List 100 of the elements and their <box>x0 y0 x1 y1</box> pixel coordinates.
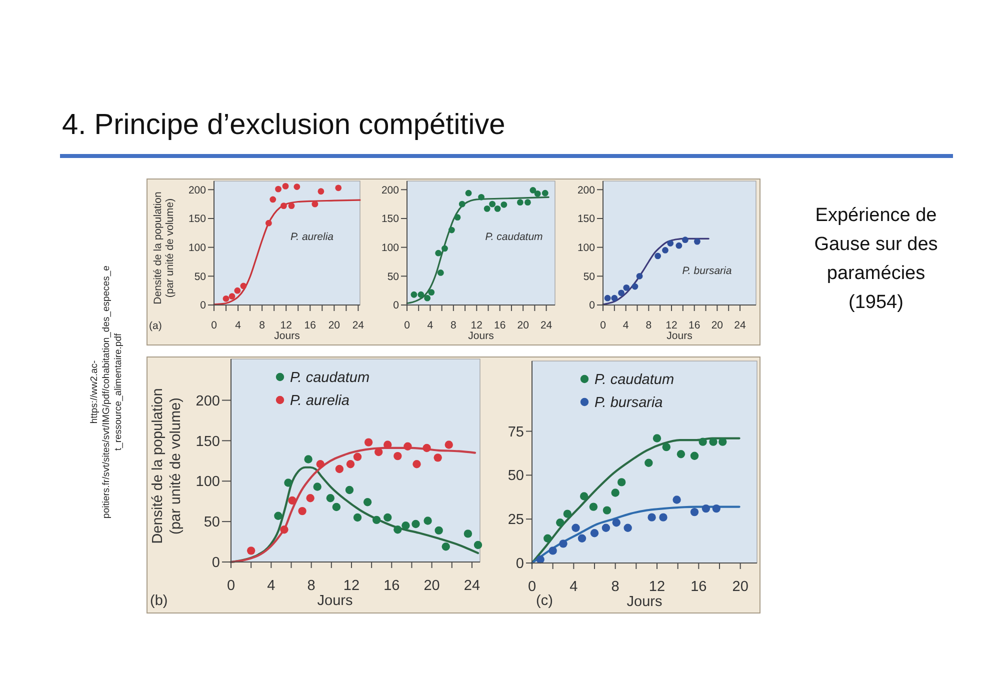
y-tick-label: 200 <box>381 184 400 196</box>
y-tick-label: 50 <box>387 270 400 283</box>
x-tick-label: 24 <box>464 578 480 594</box>
x-tick-label: 16 <box>304 320 316 332</box>
point <box>270 196 276 203</box>
point <box>690 508 699 516</box>
point <box>702 504 710 513</box>
y-tick-label: 0 <box>200 300 206 312</box>
x-tick-label: 12 <box>343 578 360 594</box>
point <box>623 284 630 291</box>
y-axis-title: Densité de la population (par unité de volume) <box>150 388 184 544</box>
x-tick-label: 20 <box>711 320 724 332</box>
y-tick-label: 0 <box>516 556 524 572</box>
point <box>524 199 531 206</box>
y-tick-label: 200 <box>577 184 596 196</box>
point <box>288 202 295 209</box>
point <box>648 513 656 522</box>
point <box>418 291 424 298</box>
point <box>602 524 610 532</box>
point <box>604 294 611 302</box>
point <box>372 516 381 524</box>
point <box>280 202 287 209</box>
point <box>709 438 718 446</box>
y-tick-label: 75 <box>508 424 524 440</box>
legend-label: P. caudatum <box>594 372 674 388</box>
point <box>304 455 312 464</box>
point <box>544 534 552 543</box>
point <box>572 524 580 532</box>
y-tick-label: 0 <box>393 300 400 312</box>
point <box>659 513 668 522</box>
point <box>612 518 620 527</box>
x-axis-title: Jours <box>666 330 692 342</box>
point <box>326 494 334 502</box>
x-tick-label: 8 <box>450 320 457 332</box>
x-tick-label: 0 <box>404 320 410 332</box>
y-tick-label: 150 <box>577 213 596 226</box>
point <box>374 448 383 456</box>
text: 4. Principe d’exclusion compétitive <box>62 109 506 141</box>
point <box>424 294 431 302</box>
text: (c) <box>536 593 553 609</box>
legend-label: P. caudatum <box>290 370 370 386</box>
point <box>222 295 230 302</box>
point <box>345 486 354 494</box>
point <box>494 205 501 212</box>
point <box>384 513 392 522</box>
point <box>434 454 442 462</box>
y-tick-label: 150 <box>196 434 220 450</box>
point <box>611 294 618 302</box>
point <box>672 496 681 504</box>
x-tick-label: 4 <box>427 320 434 332</box>
point <box>676 242 682 249</box>
point <box>402 522 410 530</box>
point <box>712 504 720 513</box>
point <box>313 482 322 491</box>
point <box>652 434 662 442</box>
x-axis-title: Jours <box>468 330 494 342</box>
x-tick-label: 20 <box>424 578 440 594</box>
legend-label: P. aurelia <box>290 393 350 410</box>
point <box>442 542 450 551</box>
point <box>636 272 643 280</box>
x-tick-label: 20 <box>732 579 748 595</box>
point <box>718 438 727 446</box>
point <box>275 186 282 192</box>
point <box>548 546 557 555</box>
x-tick-label: 4 <box>622 320 629 332</box>
y-tick-label: 150 <box>188 213 206 226</box>
y-tick-label: 0 <box>212 555 220 572</box>
point <box>422 444 431 452</box>
point <box>690 452 699 460</box>
point <box>234 287 241 294</box>
point <box>412 520 420 528</box>
y-tick-label: 50 <box>204 514 220 531</box>
point <box>694 238 700 245</box>
point <box>274 512 282 520</box>
legend-label: P. bursaria <box>594 395 663 412</box>
annotation: P. aurelia <box>290 231 334 243</box>
point <box>412 460 421 468</box>
x-tick-label: 4 <box>235 320 242 332</box>
point <box>394 526 402 534</box>
point <box>530 187 536 194</box>
point <box>516 199 524 206</box>
point <box>624 524 632 532</box>
point <box>602 506 612 514</box>
x-tick-label: 16 <box>384 578 400 594</box>
point <box>644 458 653 467</box>
y-tick-label: 100 <box>196 474 220 490</box>
point <box>228 293 236 300</box>
x-tick-label: 8 <box>307 578 316 594</box>
point <box>698 438 707 446</box>
point <box>363 498 372 506</box>
text: (b) <box>150 593 168 609</box>
point <box>312 200 318 208</box>
x-tick-label: 12 <box>648 579 666 595</box>
point <box>617 478 626 486</box>
point <box>265 220 272 226</box>
x-tick-label: 12 <box>666 320 678 332</box>
x-axis-title: Jours <box>317 593 353 609</box>
annotation: P. caudatum <box>485 231 544 243</box>
line-series <box>530 506 740 564</box>
point <box>662 442 670 452</box>
